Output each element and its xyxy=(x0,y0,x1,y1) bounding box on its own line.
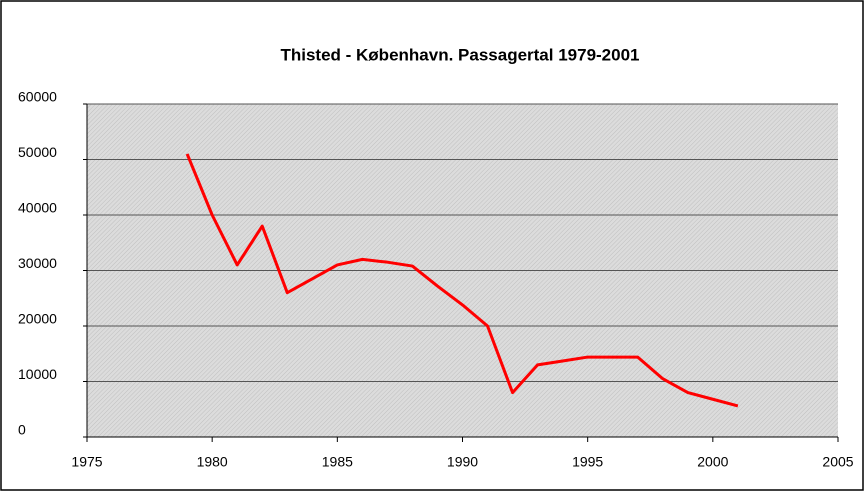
chart-title: Thisted - København. Passagertal 1979-20… xyxy=(280,45,639,64)
x-tick-label: 2000 xyxy=(697,454,728,470)
x-tick-label: 1995 xyxy=(572,454,603,470)
y-tick-label: 40000 xyxy=(18,200,57,216)
y-tick-label: 10000 xyxy=(18,366,57,382)
y-tick-label: 60000 xyxy=(18,89,57,105)
y-tick-label: 50000 xyxy=(18,144,57,160)
x-tick-label: 1980 xyxy=(197,454,228,470)
x-tick-label: 1990 xyxy=(447,454,478,470)
x-tick-label: 2005 xyxy=(822,454,853,470)
y-tick-label: 20000 xyxy=(18,311,57,327)
y-tick-label: 30000 xyxy=(18,255,57,271)
x-tick-label: 1985 xyxy=(322,454,353,470)
x-tick-label: 1975 xyxy=(71,454,102,470)
y-tick-label: 0 xyxy=(18,422,26,438)
line-series xyxy=(185,153,739,408)
